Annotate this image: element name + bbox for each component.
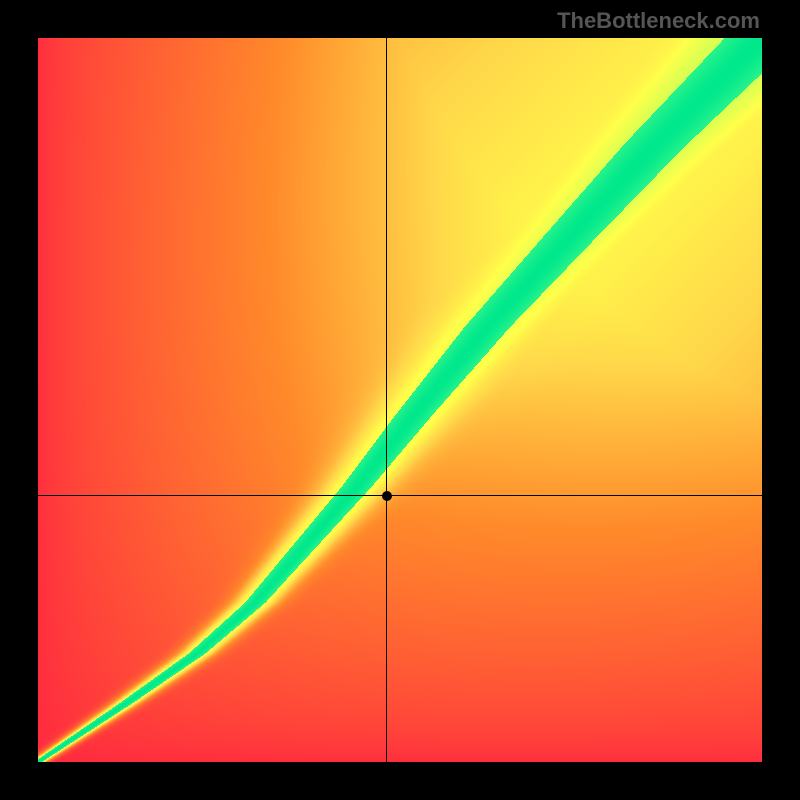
heatmap-canvas xyxy=(38,38,762,762)
crosshair-vertical xyxy=(386,38,387,762)
crosshair-horizontal xyxy=(38,495,762,496)
selection-marker xyxy=(382,491,392,501)
watermark-text: TheBottleneck.com xyxy=(557,8,760,34)
